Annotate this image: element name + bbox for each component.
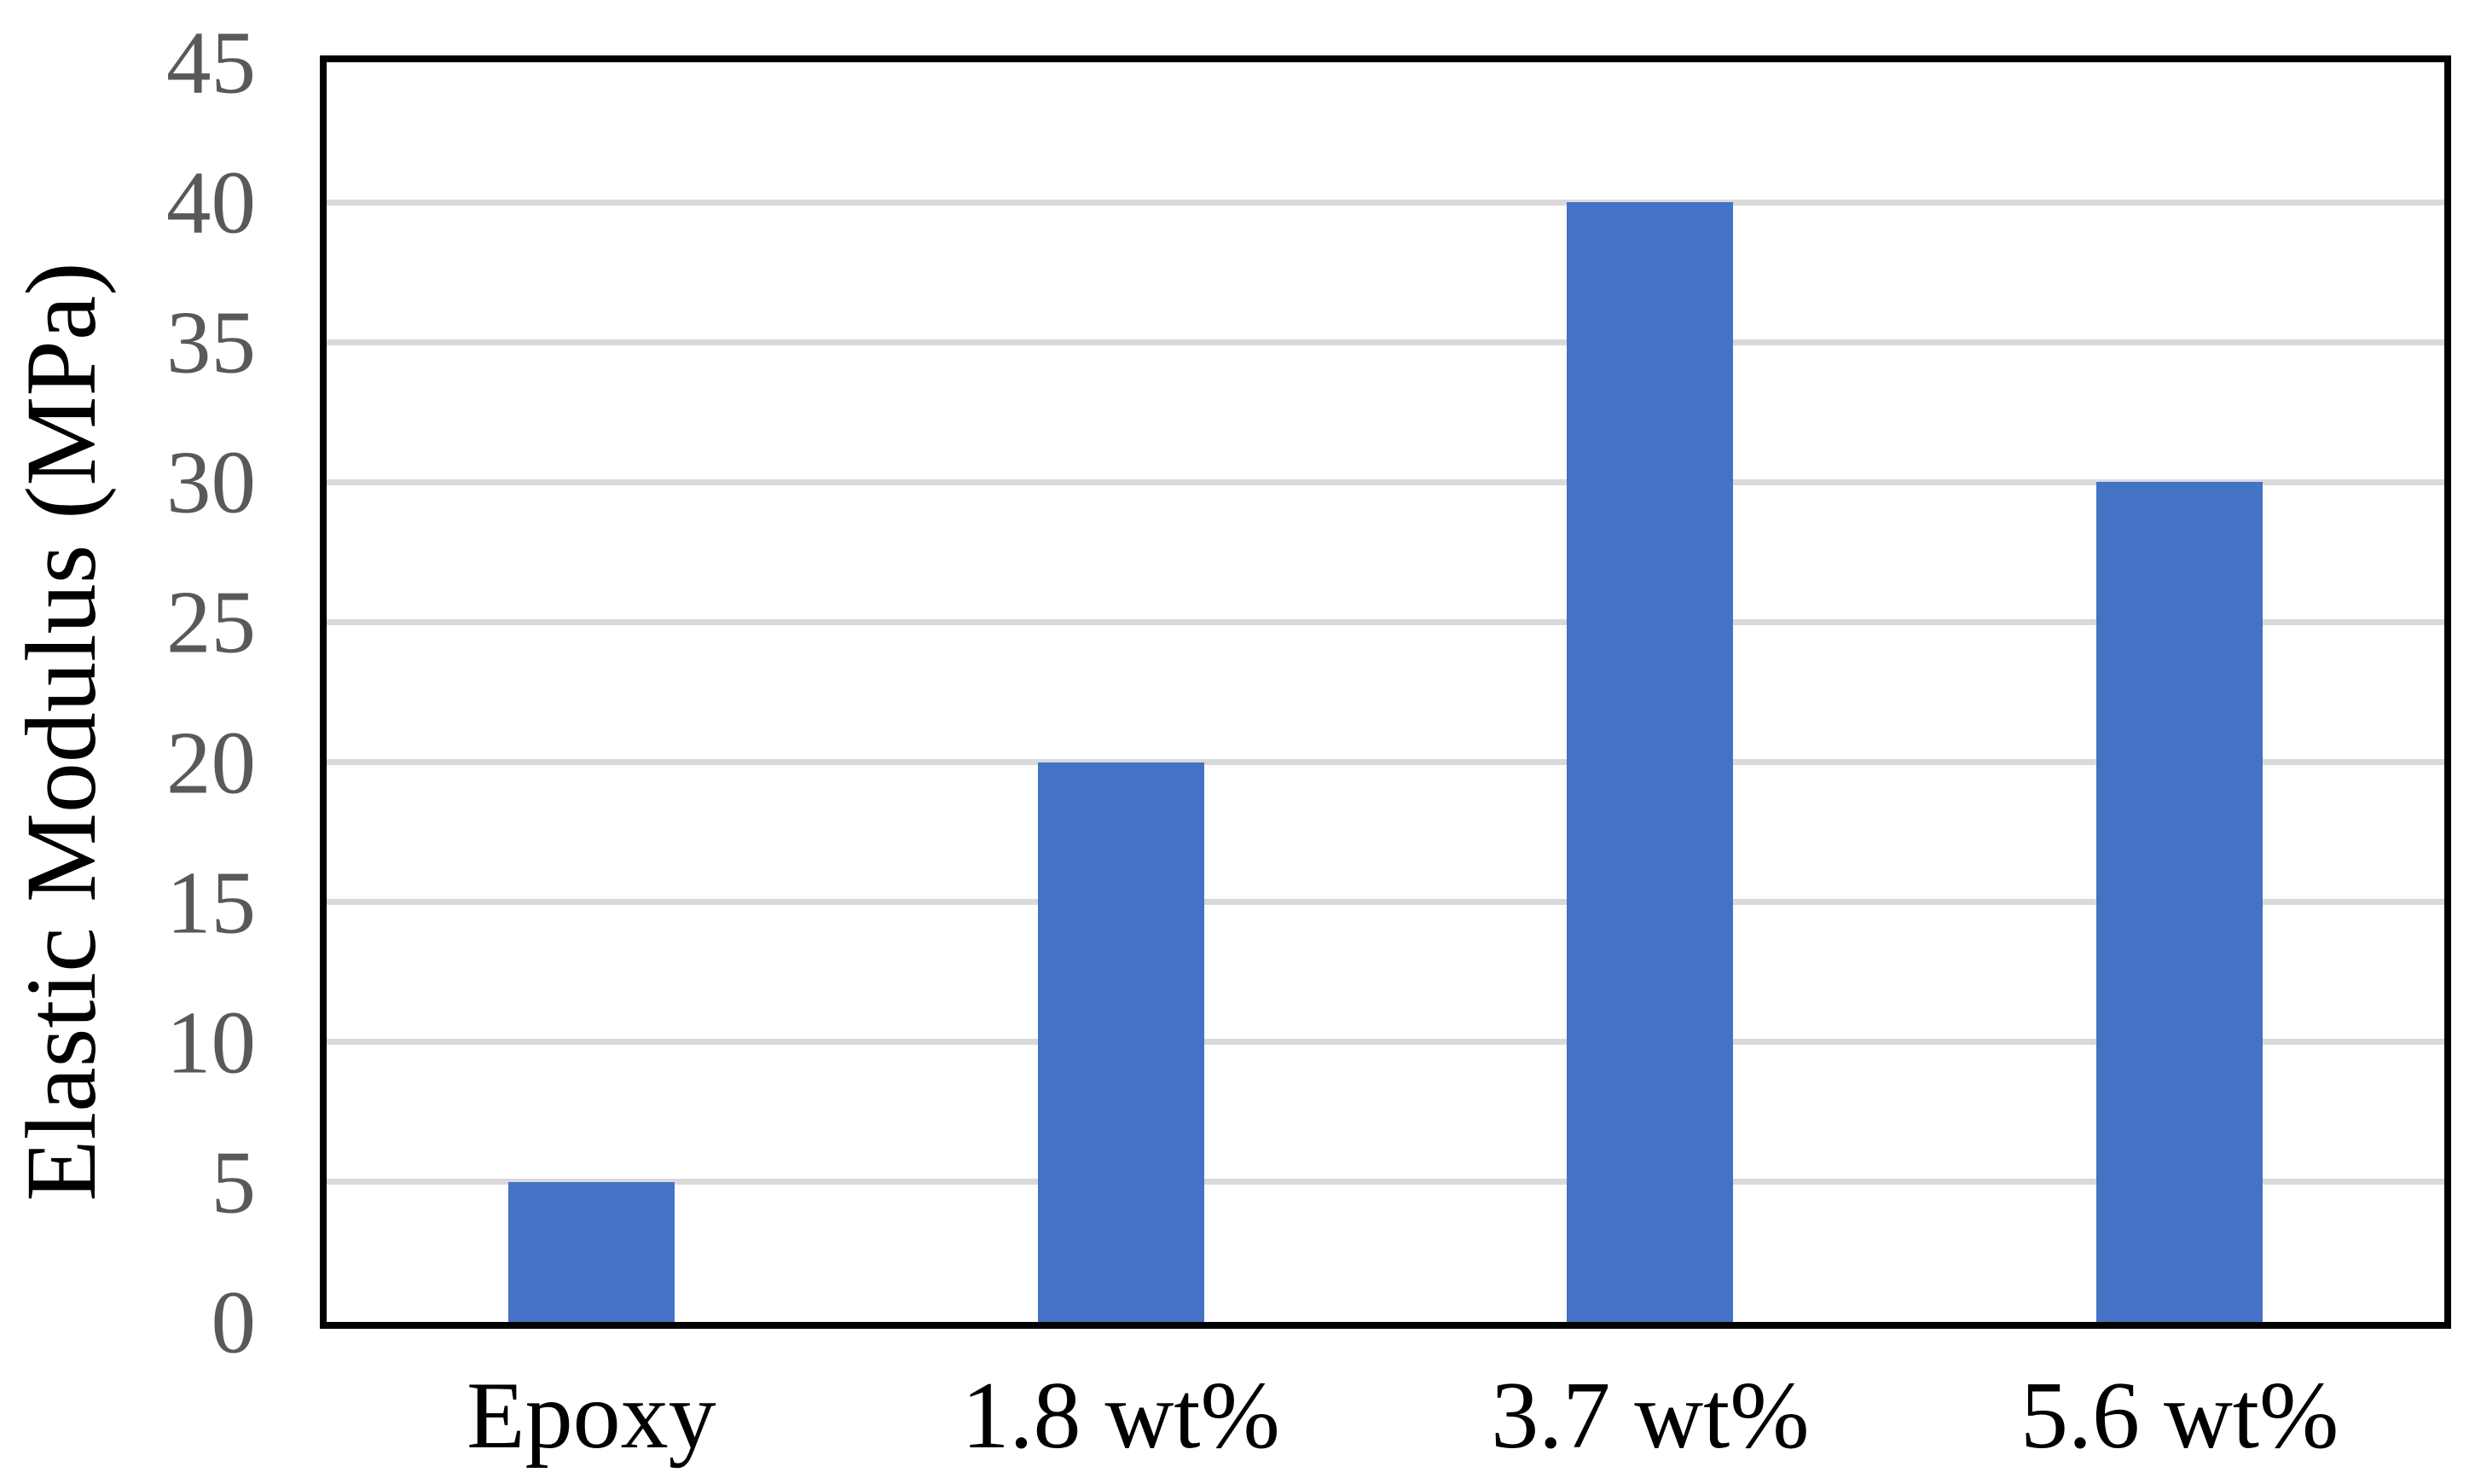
gridline-15	[327, 899, 2444, 906]
y-tick-label-15: 15	[166, 852, 256, 953]
y-tick-label-0: 0	[211, 1272, 257, 1372]
gridline-25	[327, 618, 2444, 625]
y-tick-label-25: 25	[166, 571, 256, 672]
gridline-35	[327, 339, 2444, 345]
y-tick-label-10: 10	[166, 992, 256, 1093]
gridline-20	[327, 759, 2444, 766]
x-category-label-3-7-wt: 3.7 wt%	[1491, 1363, 1810, 1469]
x-category-label-5-6-wt: 5.6 wt%	[2020, 1363, 2339, 1469]
gridline-30	[327, 478, 2444, 485]
bar-epoxy	[507, 1181, 675, 1322]
y-tick-label-45: 45	[166, 12, 256, 113]
bar-5-6-wt	[2096, 482, 2263, 1322]
x-category-label-epoxy: Epoxy	[467, 1363, 716, 1469]
y-tick-label-35: 35	[166, 292, 256, 392]
bar-3-7-wt	[1567, 202, 1734, 1322]
bar-1-8-wt	[1037, 762, 1204, 1322]
gridline-40	[327, 199, 2444, 206]
y-tick-label-5: 5	[211, 1132, 257, 1232]
x-category-label-1-8-wt: 1.8 wt%	[961, 1363, 1280, 1469]
gridline-10	[327, 1039, 2444, 1046]
y-tick-label-20: 20	[166, 712, 256, 813]
y-tick-label-30: 30	[166, 432, 256, 532]
gridline-5	[327, 1179, 2444, 1185]
y-tick-label-40: 40	[166, 152, 256, 252]
plot-area	[320, 55, 2451, 1329]
